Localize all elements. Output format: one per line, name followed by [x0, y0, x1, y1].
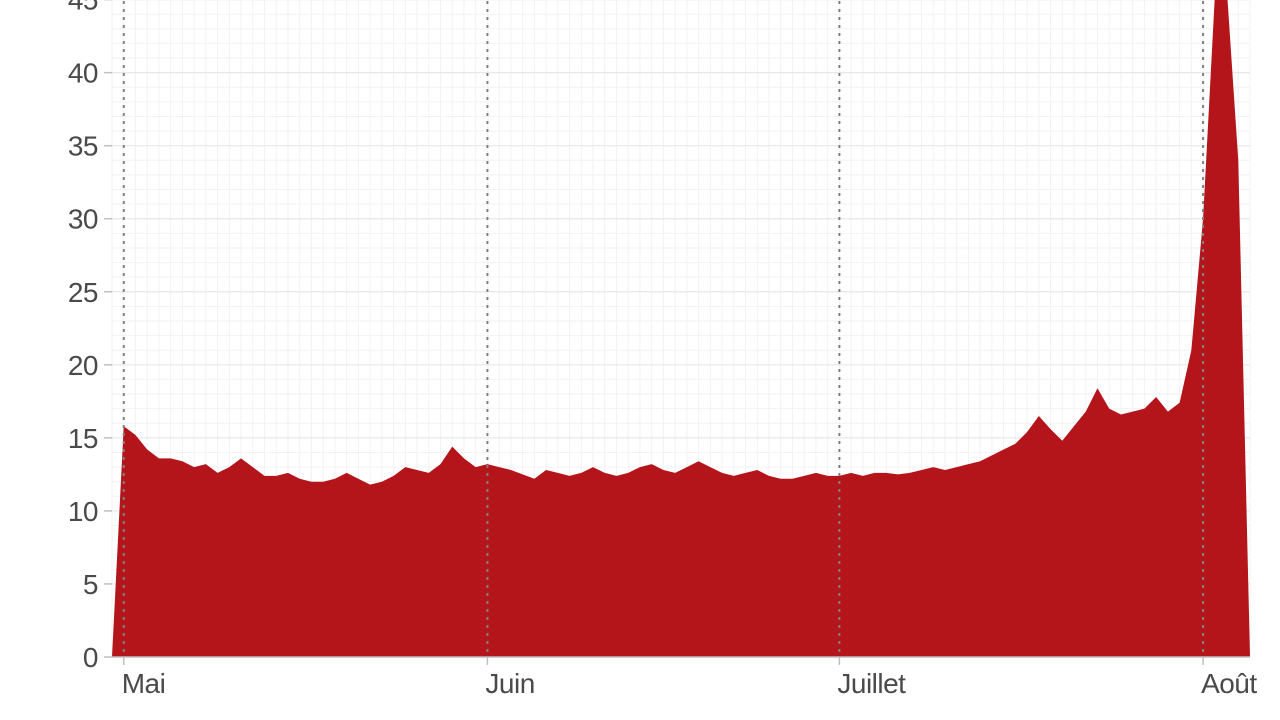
y-tick-label: 25: [68, 277, 98, 308]
y-tick-label: 0: [83, 642, 98, 673]
y-tick-label: 35: [68, 131, 98, 162]
area-chart: 0 5 10 15 20 25 30 35 40 45 Mai Juin Juillet Août: [0, 0, 1280, 720]
x-tick-label: Mai: [122, 668, 166, 699]
y-tick-label: 45: [68, 0, 98, 16]
y-tick-label: 15: [68, 423, 98, 454]
y-tick-label: 40: [68, 58, 98, 89]
y-tick-label: 20: [68, 350, 98, 381]
x-tick-label: Juillet: [837, 668, 906, 699]
x-tick-label: Juin: [485, 668, 534, 699]
x-tick-label: Août: [1201, 668, 1257, 699]
chart-svg: 0 5 10 15 20 25 30 35 40 45 Mai Juin Juillet Août: [0, 0, 1280, 720]
y-tick-label: 5: [83, 569, 98, 600]
y-tick-label: 30: [68, 204, 98, 235]
y-tick-label: 10: [68, 496, 98, 527]
